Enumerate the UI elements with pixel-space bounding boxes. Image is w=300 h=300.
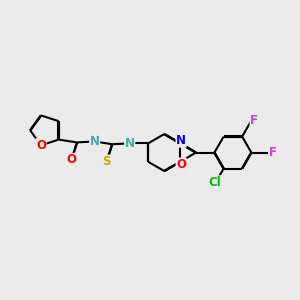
Text: F: F [268, 146, 277, 159]
Text: S: S [102, 155, 111, 168]
Text: O: O [36, 139, 46, 152]
Text: H: H [91, 134, 98, 144]
Text: Cl: Cl [208, 176, 221, 189]
Text: O: O [67, 154, 76, 166]
Text: F: F [250, 114, 258, 127]
Text: N: N [90, 135, 100, 148]
Text: H: H [126, 136, 134, 146]
Text: N: N [176, 134, 186, 147]
Text: N: N [125, 137, 135, 150]
Text: O: O [176, 158, 186, 171]
